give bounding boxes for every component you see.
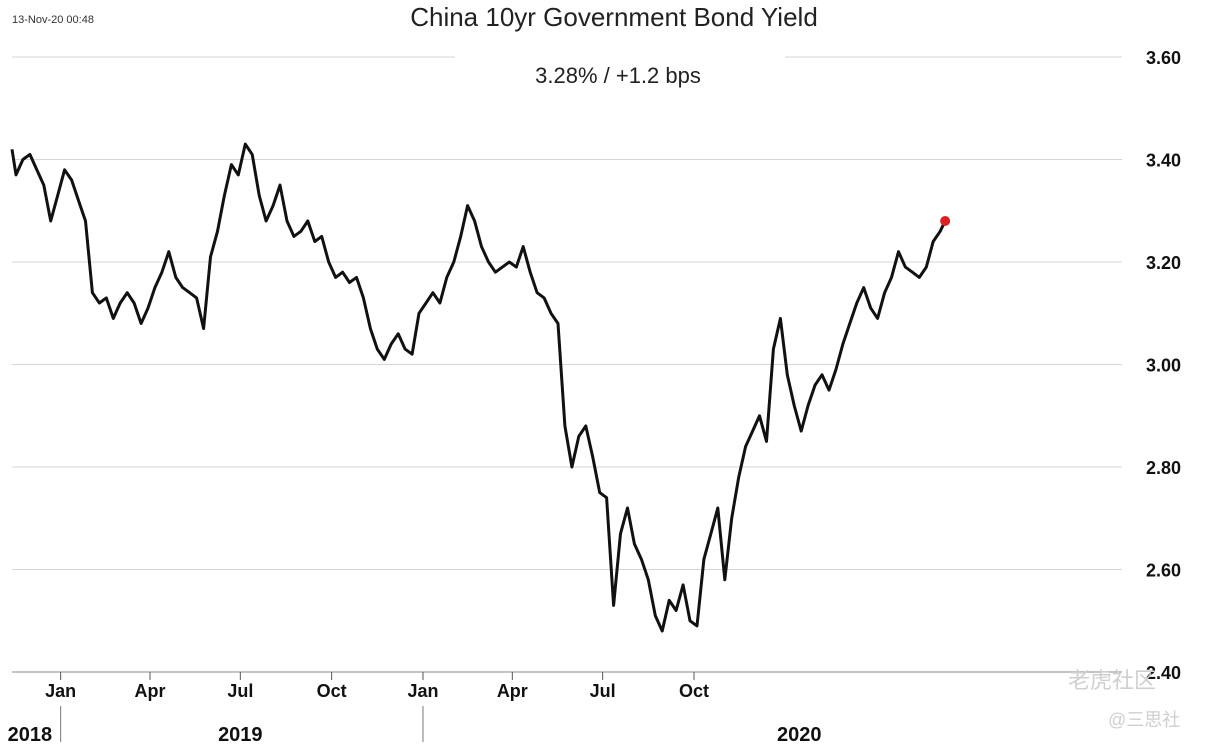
y-tick-label: 3.20 (1146, 253, 1181, 273)
timestamp: 13-Nov-20 00:48 (12, 14, 94, 26)
x-tick-label: Oct (317, 681, 347, 701)
y-tick-label: 3.60 (1146, 48, 1181, 68)
year-label: 2018 (8, 724, 53, 746)
y-tick-label: 2.60 (1146, 561, 1181, 581)
yield-series-line (10, 142, 947, 633)
chart-subtitle: 3.28% / +1.2 bps (535, 63, 701, 88)
y-tick-label: 3.40 (1146, 151, 1181, 171)
chart-title: China 10yr Government Bond Yield (410, 2, 818, 32)
x-tick-label: Apr (497, 681, 528, 701)
year-label: 2020 (777, 724, 822, 746)
x-tick-label: Jul (590, 681, 616, 701)
gridlines (12, 51, 1122, 570)
y-tick-label: 3.00 (1146, 356, 1181, 376)
x-tick-label: Oct (679, 681, 709, 701)
x-tick-label: Apr (134, 681, 165, 701)
y-tick-label: 2.80 (1146, 458, 1181, 478)
y-axis-ticks: 2.40 2.60 2.80 3.00 3.20 3.40 3.60 (1146, 48, 1181, 683)
x-tick-label: Jan (407, 681, 438, 701)
watermark-logo-text: 老虎社区 (1068, 668, 1156, 693)
x-tick-label: Jul (227, 681, 253, 701)
watermark-handle: @三思社 (1108, 710, 1180, 730)
x-tick-label: Jan (45, 681, 76, 701)
x-axis: Jan Apr Jul Oct Jan Apr Jul Oct 2018 2019 2020 (8, 671, 1122, 746)
last-value-marker (940, 216, 951, 226)
y-tick-label: 2.40 (1146, 663, 1181, 683)
year-label: 2019 (218, 724, 263, 746)
subtitle-gap (455, 51, 785, 63)
